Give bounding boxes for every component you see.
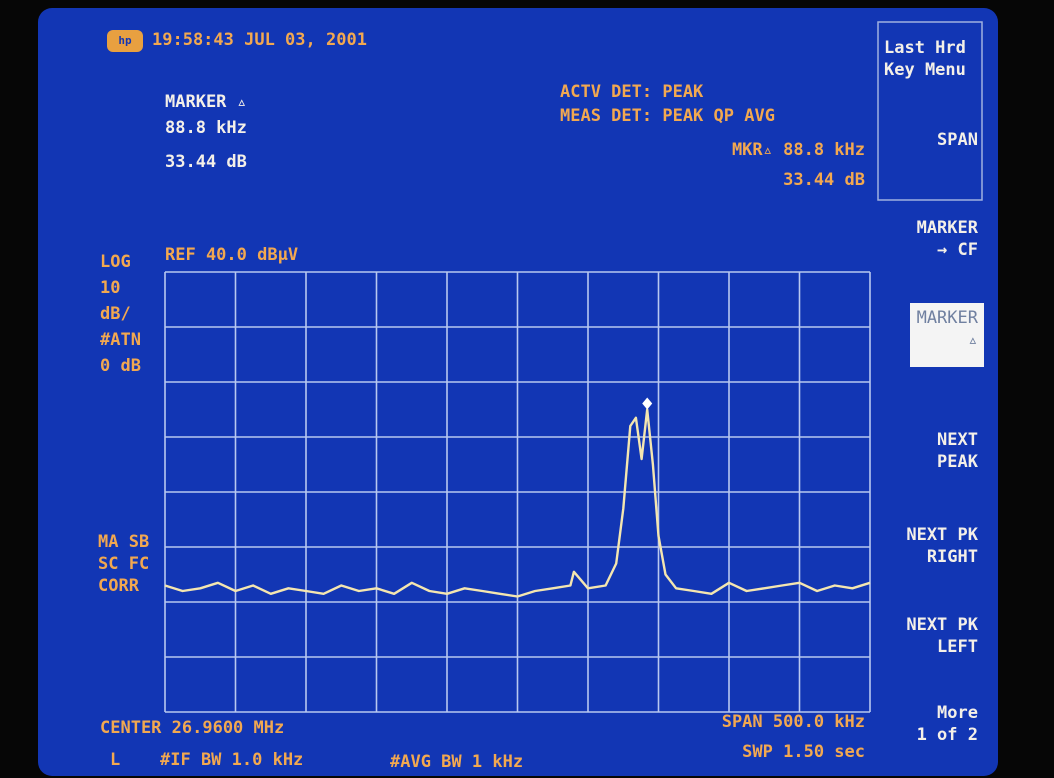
scale-label: 0 dB: [100, 356, 141, 376]
softkey-label[interactable]: More: [937, 703, 978, 723]
mode-label: MA SB: [98, 532, 149, 552]
softkey-label[interactable]: Key Menu: [884, 60, 966, 80]
avg-bw: #AVG BW 1 kHz: [390, 752, 523, 772]
mode: L: [110, 750, 120, 770]
softkey-label[interactable]: RIGHT: [927, 547, 978, 567]
softkey-label[interactable]: NEXT: [937, 430, 978, 450]
marker-title: MARKER ▵: [165, 92, 247, 112]
logo-mark: hp: [118, 34, 132, 47]
graticule: [164, 271, 871, 713]
ref-level: REF 40.0 dBµV: [165, 245, 298, 265]
scale-label: #ATN: [100, 330, 141, 350]
softkey-label[interactable]: SPAN: [937, 130, 978, 150]
softkey-label[interactable]: MARKER: [917, 308, 979, 328]
mkr-freq: MKR▵ 88.8 kHz: [732, 140, 865, 160]
if-bw: #IF BW 1.0 kHz: [160, 750, 303, 770]
meas-det: MEAS DET: PEAK QP AVG: [560, 106, 775, 126]
marker-freq: 88.8 kHz: [165, 118, 247, 138]
span: SPAN 500.0 kHz: [722, 712, 865, 732]
trace: [164, 408, 871, 598]
mode-label: SC FC: [98, 554, 149, 574]
softkey-label[interactable]: 1 of 2: [917, 725, 978, 745]
softkey-label[interactable]: NEXT PK: [906, 615, 978, 635]
marker-level: 33.44 dB: [165, 152, 247, 172]
softkey-label[interactable]: LEFT: [937, 637, 978, 657]
softkey-frame: [877, 21, 983, 201]
marker-diamond: [642, 397, 653, 410]
actv-det: ACTV DET: PEAK: [560, 82, 704, 102]
softkey-label[interactable]: NEXT PK: [906, 525, 978, 545]
softkey-label[interactable]: ▵: [968, 330, 978, 350]
scale-label: dB/: [100, 304, 131, 324]
scale-label: 10: [100, 278, 120, 298]
softkey-label[interactable]: Last Hrd: [884, 38, 966, 58]
center-freq: CENTER 26.9600 MHz: [100, 718, 284, 738]
mode-label: CORR: [98, 576, 140, 596]
softkey-label[interactable]: PEAK: [937, 452, 979, 472]
softkey-label[interactable]: MARKER: [917, 218, 979, 238]
mkr-level: 33.44 dB: [783, 170, 865, 190]
logo: [107, 30, 143, 52]
softkey-highlight: [910, 303, 984, 367]
softkey-label[interactable]: → CF: [937, 240, 978, 260]
sweep: SWP 1.50 sec: [742, 742, 865, 762]
timestamp: 19:58:43 JUL 03, 2001: [152, 30, 367, 50]
scale-label: LOG: [100, 252, 131, 272]
